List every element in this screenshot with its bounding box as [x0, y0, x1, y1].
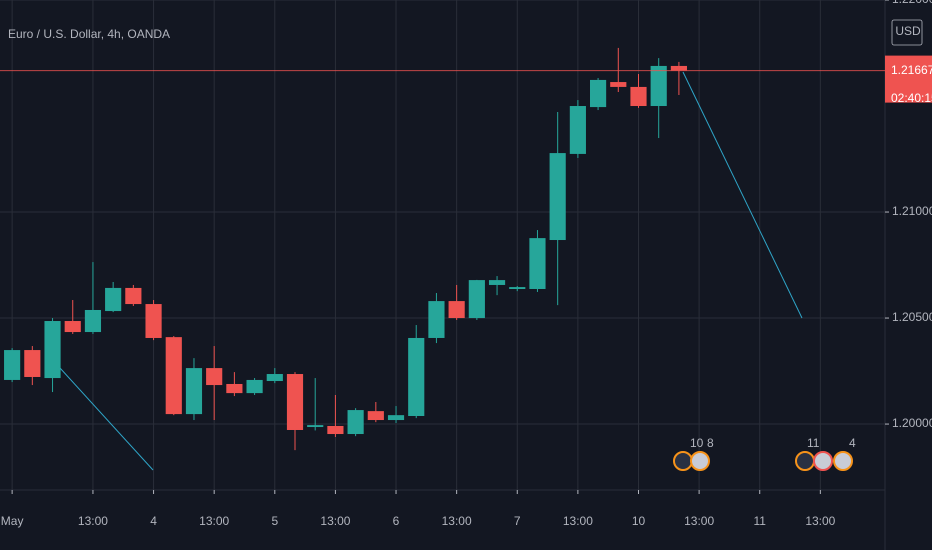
x-tick-label: 10	[632, 514, 646, 528]
currency-label: USD	[895, 24, 921, 38]
event-icon[interactable]: 8	[690, 436, 714, 471]
candle-body	[246, 379, 263, 394]
x-tick-label: May	[1, 514, 24, 528]
countdown-label: 02:40:15	[891, 91, 932, 105]
x-tick-label: 13:00	[78, 514, 108, 528]
candle-body	[468, 280, 485, 319]
last-price-box	[885, 55, 932, 103]
candle-body	[650, 65, 667, 107]
candle-body	[509, 287, 526, 289]
x-tick-label: 13:00	[320, 514, 350, 528]
candle-body	[44, 321, 61, 379]
y-tick-label: 1.21000	[892, 204, 932, 218]
candle-body	[408, 337, 425, 417]
candle-body	[347, 410, 364, 435]
candle-body	[24, 350, 41, 377]
candle-body	[670, 65, 687, 71]
event-circle[interactable]	[795, 451, 815, 471]
candle-body	[286, 374, 304, 430]
grid	[0, 0, 885, 490]
y-tick-label: 1.20500	[892, 310, 932, 324]
candle-body	[226, 383, 243, 394]
y-tick-label: 1.22000	[892, 0, 932, 6]
candle-body	[165, 337, 182, 415]
event-count: 10	[690, 436, 704, 450]
candles	[4, 47, 687, 451]
event-circle[interactable]	[690, 451, 710, 471]
candle-body	[448, 301, 465, 319]
candle-body	[610, 82, 627, 87]
event-count: 8	[707, 436, 714, 450]
candle-body	[549, 153, 566, 241]
x-tick-label: 13:00	[442, 514, 472, 528]
x-tick-label: 11	[753, 514, 766, 528]
event-count: 11	[807, 436, 820, 450]
candle-body	[185, 368, 203, 415]
event-icon[interactable]: 4	[833, 436, 856, 471]
event-icons: 10 8 11 4	[673, 436, 856, 471]
x-tick-label: 5	[271, 514, 278, 528]
candle-body	[569, 106, 586, 154]
trend-line	[59, 367, 154, 471]
candle-body	[529, 238, 546, 289]
last-price-label: 1.21667	[891, 63, 932, 77]
candle-body	[145, 304, 162, 338]
y-tick-label: 1.20000	[892, 416, 932, 430]
x-tick-label: 13:00	[199, 514, 229, 528]
candle-body	[387, 415, 405, 421]
chart-title: Euro / U.S. Dollar, 4h, OANDA	[8, 27, 170, 41]
event-circle[interactable]	[673, 451, 693, 471]
candle-body	[428, 301, 445, 338]
x-tick-label: 4	[150, 514, 157, 528]
currency-box	[891, 19, 923, 46]
x-tick-label: 13:00	[805, 514, 835, 528]
x-tick-label: 6	[393, 514, 400, 528]
x-tick-label: 7	[514, 514, 521, 528]
candle-body	[327, 425, 344, 435]
x-tick-label: 13:00	[684, 514, 714, 528]
event-circle[interactable]	[813, 451, 833, 471]
candle-body	[125, 287, 142, 305]
candle-body	[64, 321, 81, 333]
candle-body	[590, 79, 607, 108]
candle-body	[206, 368, 223, 386]
candle-body	[307, 425, 324, 428]
candle-body	[266, 374, 283, 382]
candle-body	[4, 350, 21, 380]
x-tick-label: 13:00	[563, 514, 593, 528]
candle-body	[488, 280, 506, 285]
overlay: 1.21667 02:40:15	[0, 55, 932, 105]
event-circle[interactable]	[833, 451, 853, 471]
candle-body	[630, 86, 647, 107]
drawings	[59, 71, 803, 471]
trend-line	[682, 71, 803, 319]
candle-body	[367, 411, 384, 421]
candle-body	[105, 287, 122, 312]
candle-body	[84, 309, 102, 333]
event-icon[interactable]	[813, 451, 833, 471]
event-count: 4	[849, 436, 856, 450]
